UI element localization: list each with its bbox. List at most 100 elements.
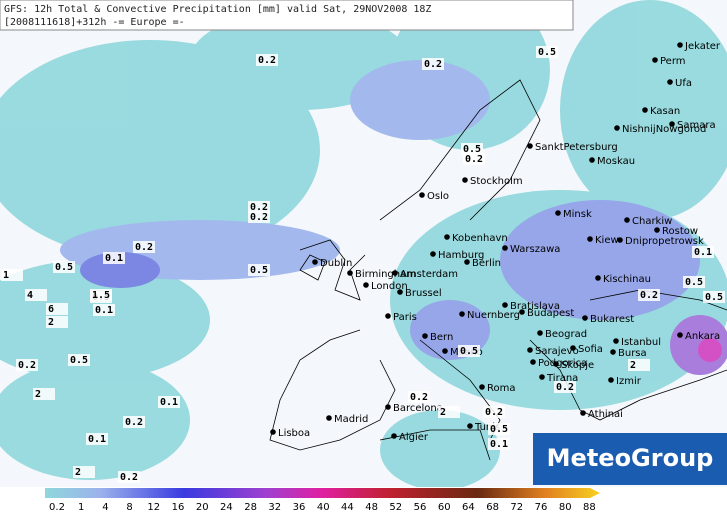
city-dot: [677, 332, 683, 338]
city-label: SanktPetersburg: [535, 142, 618, 153]
city-dot: [677, 42, 683, 48]
city-dot: [479, 384, 485, 390]
contour-label-box: [628, 359, 650, 371]
city-label: Budapest: [527, 308, 574, 319]
contour-label: 0.5: [70, 355, 88, 366]
contour-label: 0.1: [694, 247, 712, 258]
city-dot: [527, 143, 533, 149]
legend-label: 80: [559, 502, 572, 513]
contour-label: 0.2: [250, 202, 268, 213]
contour-label: 2: [440, 407, 446, 418]
logo-box: [533, 433, 727, 485]
contour-label: 2: [630, 360, 636, 371]
contour-label-box: [703, 291, 725, 303]
city-label: Paris: [393, 312, 417, 323]
city-dot: [570, 345, 576, 351]
city-dot: [669, 121, 675, 127]
legend-colorbar: [45, 488, 600, 498]
city-dot: [667, 79, 673, 85]
legend-label: 44: [341, 502, 354, 513]
city-label: Barcelona: [393, 403, 443, 414]
contour-label-box: [248, 201, 270, 213]
legend-label: 60: [438, 502, 451, 513]
city-dot: [519, 309, 525, 315]
contour-label-box: [103, 252, 125, 264]
city-label: Brussel: [405, 288, 442, 299]
contour-label: 0.2: [258, 55, 276, 66]
contour-label-box: [86, 433, 108, 445]
city-label: London: [371, 281, 408, 292]
contour-label-box: [123, 416, 145, 428]
city-dot: [608, 377, 614, 383]
contour-label: 0.2: [125, 417, 143, 428]
city-label: Ufa: [675, 78, 692, 89]
city-dot: [385, 404, 391, 410]
city-label: Kiew: [595, 235, 619, 246]
city-label: NishnijNowgorod: [622, 124, 706, 135]
city-dot: [537, 330, 543, 336]
contour-label-box: [93, 304, 115, 316]
legend-label: 0.2: [49, 502, 65, 513]
city-label: Sofia: [578, 344, 603, 355]
city-label: Birmingham: [355, 269, 416, 280]
city-label: Stockholm: [470, 176, 523, 187]
city-dot: [624, 217, 630, 223]
contour-label-box: [422, 58, 444, 70]
contour-label: 2: [48, 317, 54, 328]
contour-label: 0.2: [250, 212, 268, 223]
contour-label-box: [248, 264, 270, 276]
legend-label: 8: [126, 502, 132, 513]
contour-label-box: [488, 438, 510, 450]
legend-label: 16: [172, 502, 185, 513]
contour-label: 0.2: [120, 472, 138, 483]
city-dot: [385, 313, 391, 319]
contour-label-box: [461, 143, 483, 155]
contour-label: 0.2: [424, 59, 442, 70]
legend: 0.2 1 4 8 12 16 20 24 28 32 36 40 44 48 52 56 60 64 68 72 76…: [49, 502, 596, 513]
city-dot: [589, 157, 595, 163]
city-dot: [587, 236, 593, 242]
contour-label: 0.2: [135, 242, 153, 253]
city-label: Perm: [660, 56, 686, 67]
city-dot: [467, 423, 473, 429]
contour-label: 0.5: [463, 144, 481, 155]
legend-label: 4: [102, 502, 108, 513]
contour-label-box: [46, 303, 68, 315]
city-dot: [539, 374, 545, 380]
header-box: [0, 0, 574, 31]
contour-label-box: [408, 391, 430, 403]
city-label: Oslo: [427, 191, 449, 202]
legend-label: 64: [462, 502, 475, 513]
city-dot: [530, 359, 536, 365]
contour-label-box: [463, 153, 485, 165]
city-label: Kasan: [650, 106, 680, 117]
legend-label: 72: [510, 502, 523, 513]
contour-label: 0.5: [538, 47, 556, 58]
city-label: Skopje: [561, 360, 594, 371]
city-dot: [652, 57, 658, 63]
city-label: Minsk: [563, 209, 592, 220]
contour-label: 0.1: [490, 439, 508, 450]
city-dot: [464, 259, 470, 265]
city-label: Podgorica: [538, 358, 587, 369]
city-dot: [312, 259, 318, 265]
header-line: [2008111618]+312h -= Europe =-: [4, 17, 185, 28]
city-label: Dnipropetrowsk: [625, 236, 704, 247]
city-label: Warszawa: [510, 244, 560, 255]
contour-label-box: [118, 471, 140, 483]
city-dot: [555, 210, 561, 216]
contour-label-box: [46, 316, 68, 328]
city-label: Rostow: [662, 226, 698, 237]
city-dot: [617, 237, 623, 243]
contour-label-box: [483, 406, 505, 418]
contour-label: 0.5: [490, 424, 508, 435]
contour-label: 0.5: [460, 346, 478, 357]
city-label: Bukarest: [590, 314, 634, 325]
contour-label: 0.1: [105, 253, 123, 264]
contour-label-box: [683, 276, 705, 288]
city-dot: [392, 270, 398, 276]
contour-label-box: [536, 46, 558, 58]
contour-label-box: [438, 406, 460, 418]
